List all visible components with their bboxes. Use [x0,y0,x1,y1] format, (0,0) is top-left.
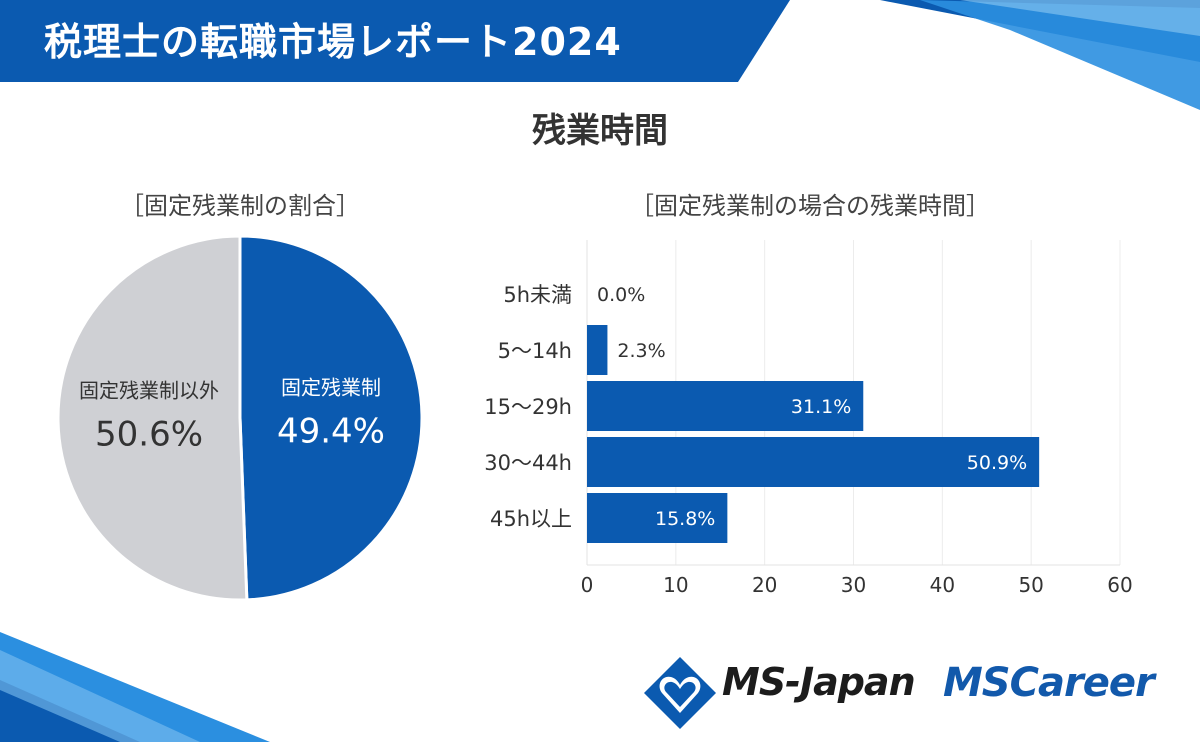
bar-2 [587,381,864,431]
x-tick-label: 30 [841,573,866,597]
report-title: 税理士の転職市場レポート2024 [44,20,622,64]
bar-value-label: 31.1% [791,396,851,418]
ms-japan-logo-icon [644,657,716,729]
pie-slice-0 [238,234,424,602]
ms-japan-logo-text: MS-Japan [722,660,916,704]
bar-chart-title: ［固定残業制の場合の残業時間］ [630,192,990,220]
x-tick-label: 40 [930,573,955,597]
page-title: 残業時間 [532,111,668,151]
pie-slice-1 [56,234,249,602]
pie-chart-title: ［固定残業制の割合］ [120,192,360,220]
pie-chart: 固定残業制 49.4% 固定残業制以外 50.6% [56,234,424,602]
top-right-band-light [920,0,1200,110]
ms-career-logo-text: MSCareer [943,660,1155,706]
category-label: 5h未満 [503,283,572,307]
bar-chart: 0 10 20 30 40 50 60 5h未満 0.0% 5～14h 2.3% 15～29h 31.1… [484,240,1133,597]
x-tick-label: 20 [752,573,777,597]
bar-value-label: 0.0% [597,284,645,306]
category-label: 15～29h [484,395,572,419]
pie-slice-label-0: 固定残業制 [281,375,381,399]
x-tick-label: 0 [581,573,594,597]
x-tick-label: 10 [663,573,688,597]
bar-value-label: 15.8% [655,508,715,530]
bar-value-label: 50.9% [967,452,1027,474]
x-tick-label: 50 [1018,573,1043,597]
category-label: 30～44h [484,451,572,475]
bottom-left-band-pale [0,650,200,742]
bar-3 [587,437,1040,487]
bar-4 [587,493,728,543]
pie-slice-label-1: 固定残業制以外 [79,379,219,403]
top-right-band-pale [960,0,1200,36]
x-tick-label: 60 [1107,573,1132,597]
bar-value-label: 2.3% [617,340,665,362]
title-banner-shape [0,0,790,82]
bar-1 [587,325,608,375]
category-label: 5～14h [498,339,572,363]
category-label: 45h以上 [490,507,572,531]
pie-slice-value-1: 50.6% [95,415,203,455]
pie-slice-value-0: 49.4% [277,411,385,451]
